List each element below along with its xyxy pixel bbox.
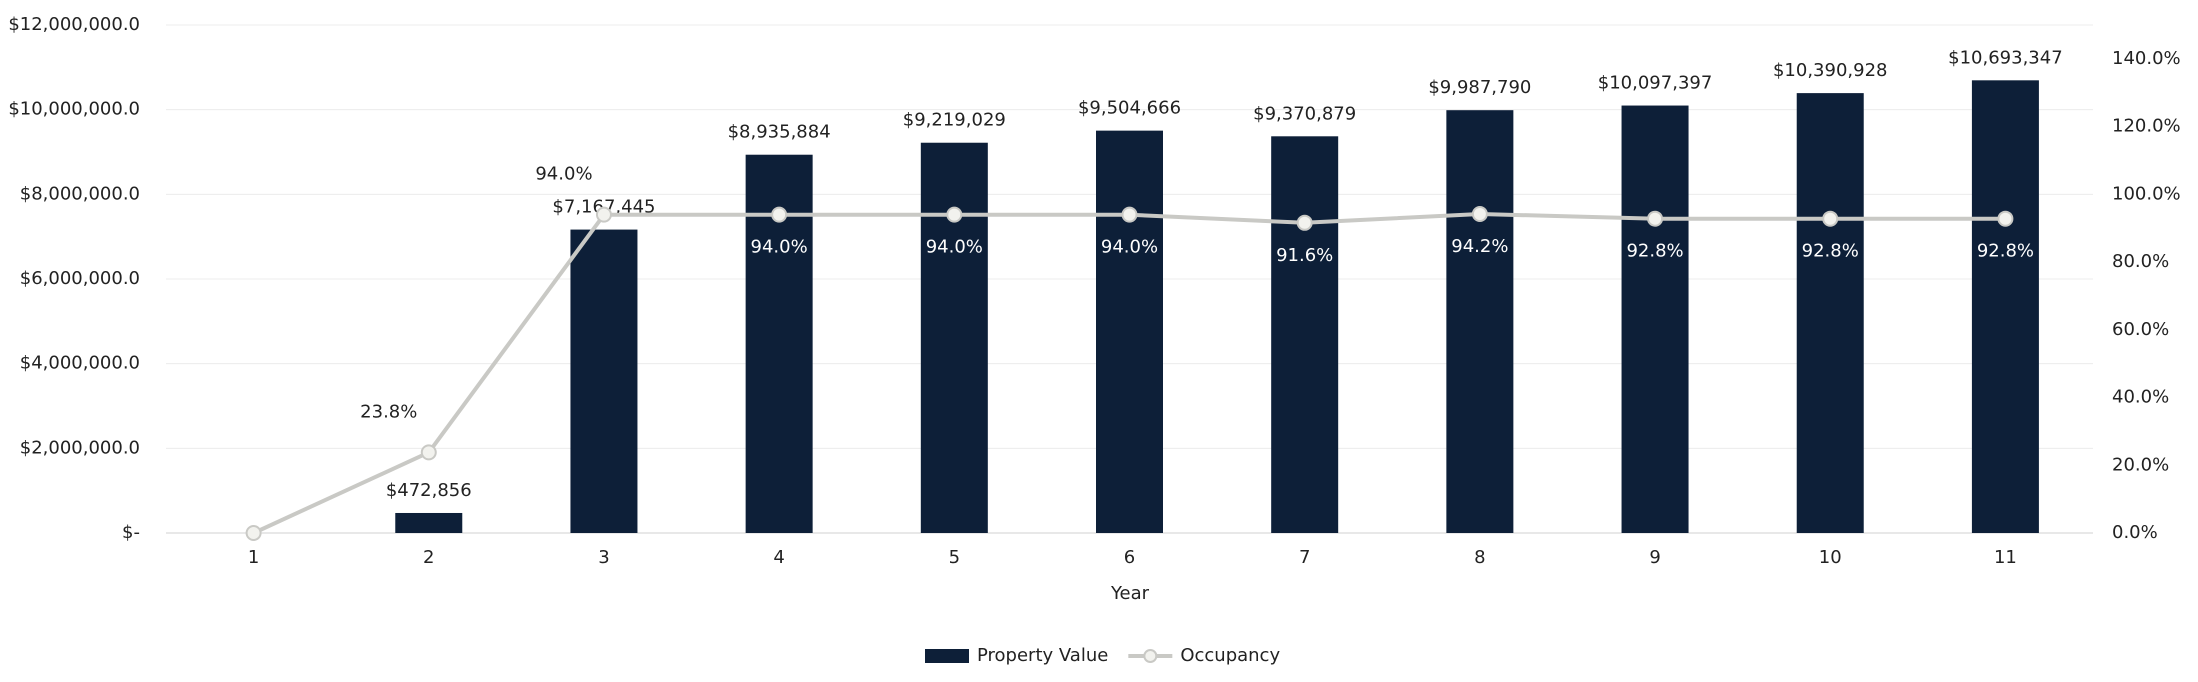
x-tick-label: 4: [773, 547, 784, 568]
line-marker: [1121, 206, 1138, 223]
bar: [920, 142, 988, 533]
bar: [1096, 130, 1163, 533]
x-tick-label: 11: [1994, 547, 2017, 568]
x-tick-label: 5: [949, 547, 960, 568]
y2-tick-label: 20.0%: [2112, 454, 2169, 475]
line-value-label: 94.0%: [926, 237, 983, 258]
x-tick-label: 1: [248, 547, 259, 568]
bar: [1796, 93, 1864, 534]
y2-tick-label: 100.0%: [2112, 183, 2181, 204]
line-marker: [595, 206, 612, 223]
bar-value-label: $10,693,347: [1948, 47, 2063, 68]
line-value-label: 94.0%: [1101, 237, 1158, 258]
line-value-label: 23.8%: [360, 401, 417, 422]
y2-tick-label: 140.0%: [2112, 48, 2181, 69]
y2-tick-label: 60.0%: [2112, 319, 2169, 340]
x-tick-label: 10: [1819, 547, 1842, 568]
bar-value-label: $8,935,884: [728, 122, 831, 143]
legend-swatch: [1143, 649, 1158, 663]
x-tick-label: 2: [423, 547, 434, 568]
y-tick-label: $-: [122, 522, 140, 543]
line-marker: [1647, 210, 1664, 227]
line-marker: [946, 206, 963, 223]
line-value-label: 92.8%: [1977, 241, 2034, 262]
x-tick-label: 6: [1124, 547, 1135, 568]
bar-value-label: $472,856: [386, 480, 472, 501]
legend-label: Property Value: [977, 645, 1108, 666]
line-marker: [1822, 210, 1839, 227]
y-tick-label: $4,000,000.0: [20, 353, 140, 374]
bar: [1446, 110, 1514, 533]
y-tick-label: $2,000,000.0: [20, 437, 140, 458]
x-tick-label: 7: [1299, 547, 1310, 568]
bar: [1271, 136, 1339, 534]
bar-value-label: $9,370,879: [1253, 103, 1356, 124]
line-marker: [245, 525, 262, 541]
line-marker: [1296, 214, 1313, 231]
y-tick-label: $6,000,000.0: [20, 268, 140, 289]
line-value-label: 91.6%: [1276, 245, 1333, 266]
bar: [1971, 80, 2039, 534]
x-tick-label: 3: [598, 547, 609, 568]
line-value-label: 94.2%: [1451, 236, 1508, 257]
y2-tick-label: 40.0%: [2112, 387, 2169, 408]
bar: [1621, 105, 1689, 534]
x-axis-title: Year: [1110, 583, 1150, 604]
line-marker: [1997, 210, 2014, 227]
line-marker: [1471, 205, 1488, 222]
line-value-label: 92.8%: [1802, 241, 1859, 262]
x-tick-label: 9: [1649, 547, 1660, 568]
line-value-label: 94.0%: [751, 237, 808, 258]
line-value-label: 94.0%: [535, 164, 592, 185]
bar-value-label: $10,097,397: [1598, 73, 1713, 94]
bar-value-label: $9,504,666: [1078, 98, 1181, 119]
bar: [570, 229, 638, 533]
x-tick-label: 8: [1474, 547, 1485, 568]
y-tick-label: $10,000,000.0: [8, 99, 140, 120]
line-marker: [420, 444, 437, 461]
y-tick-label: $12,000,000.0: [8, 14, 140, 35]
y2-tick-label: 80.0%: [2112, 251, 2169, 272]
bar-value-label: $10,390,928: [1773, 60, 1888, 81]
y2-tick-label: 120.0%: [2112, 116, 2181, 137]
legend-label: Occupancy: [1180, 645, 1280, 666]
bar-value-label: $9,219,029: [903, 110, 1006, 131]
legend-swatch: [925, 649, 969, 663]
line-marker: [771, 206, 788, 223]
y2-tick-label: 0.0%: [2112, 522, 2158, 543]
line-value-label: 92.8%: [1626, 241, 1683, 262]
bar-value-label: $9,987,790: [1428, 77, 1531, 98]
bar: [395, 512, 463, 533]
y-tick-label: $8,000,000.0: [20, 183, 140, 204]
